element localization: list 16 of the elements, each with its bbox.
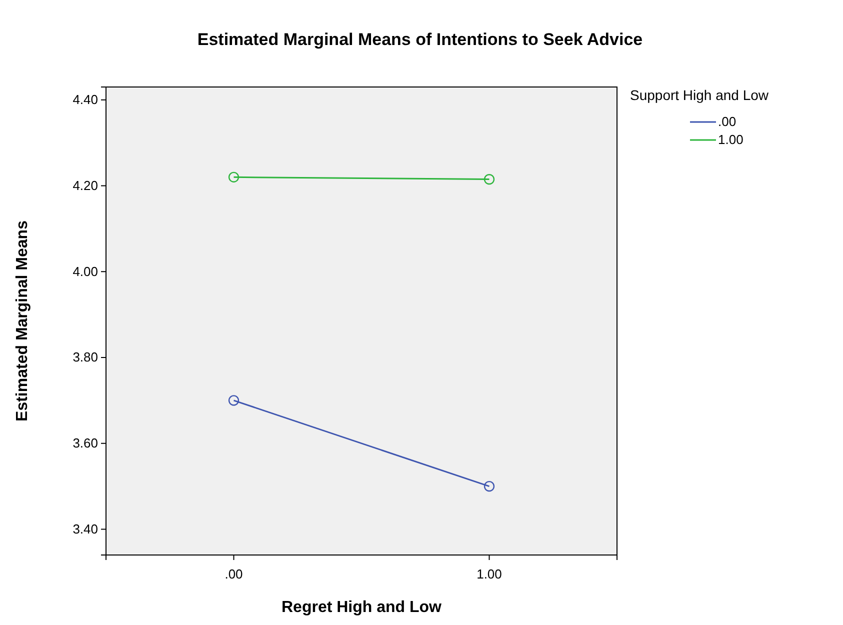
chart-title: Estimated Marginal Means of Intentions to Seek Advice	[197, 30, 643, 49]
point	[228, 172, 240, 182]
legend-label: .00	[718, 114, 736, 129]
y-axis-title: Estimated Marginal Means	[14, 220, 31, 422]
legend-label: 1.00	[718, 132, 744, 147]
legend-title: Support High and Low	[630, 87, 770, 103]
y-tick-label: 3.80	[72, 350, 98, 365]
y-tick-label: 3.40	[72, 521, 98, 536]
y-tick-label: 3.60	[72, 436, 98, 451]
y-tick-label: 4.40	[72, 92, 98, 108]
y-tick-label: 4.20	[72, 178, 98, 193]
point	[228, 395, 240, 406]
y-tick-label: 4.00	[72, 264, 98, 279]
point	[484, 480, 495, 492]
point	[484, 174, 495, 185]
x-axis-title: Regret High and Low	[282, 599, 442, 616]
